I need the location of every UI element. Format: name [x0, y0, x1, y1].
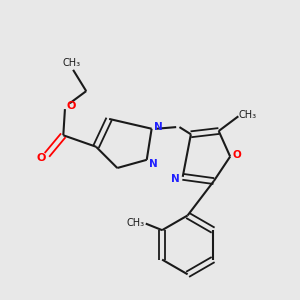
Text: CH₃: CH₃ — [62, 58, 80, 68]
Text: O: O — [232, 150, 241, 160]
Text: O: O — [67, 101, 76, 111]
Text: O: O — [36, 152, 46, 163]
Text: N: N — [171, 174, 180, 184]
Text: CH₃: CH₃ — [127, 218, 145, 228]
Text: N: N — [149, 159, 158, 169]
Text: N: N — [154, 122, 163, 132]
Text: CH₃: CH₃ — [238, 110, 256, 120]
